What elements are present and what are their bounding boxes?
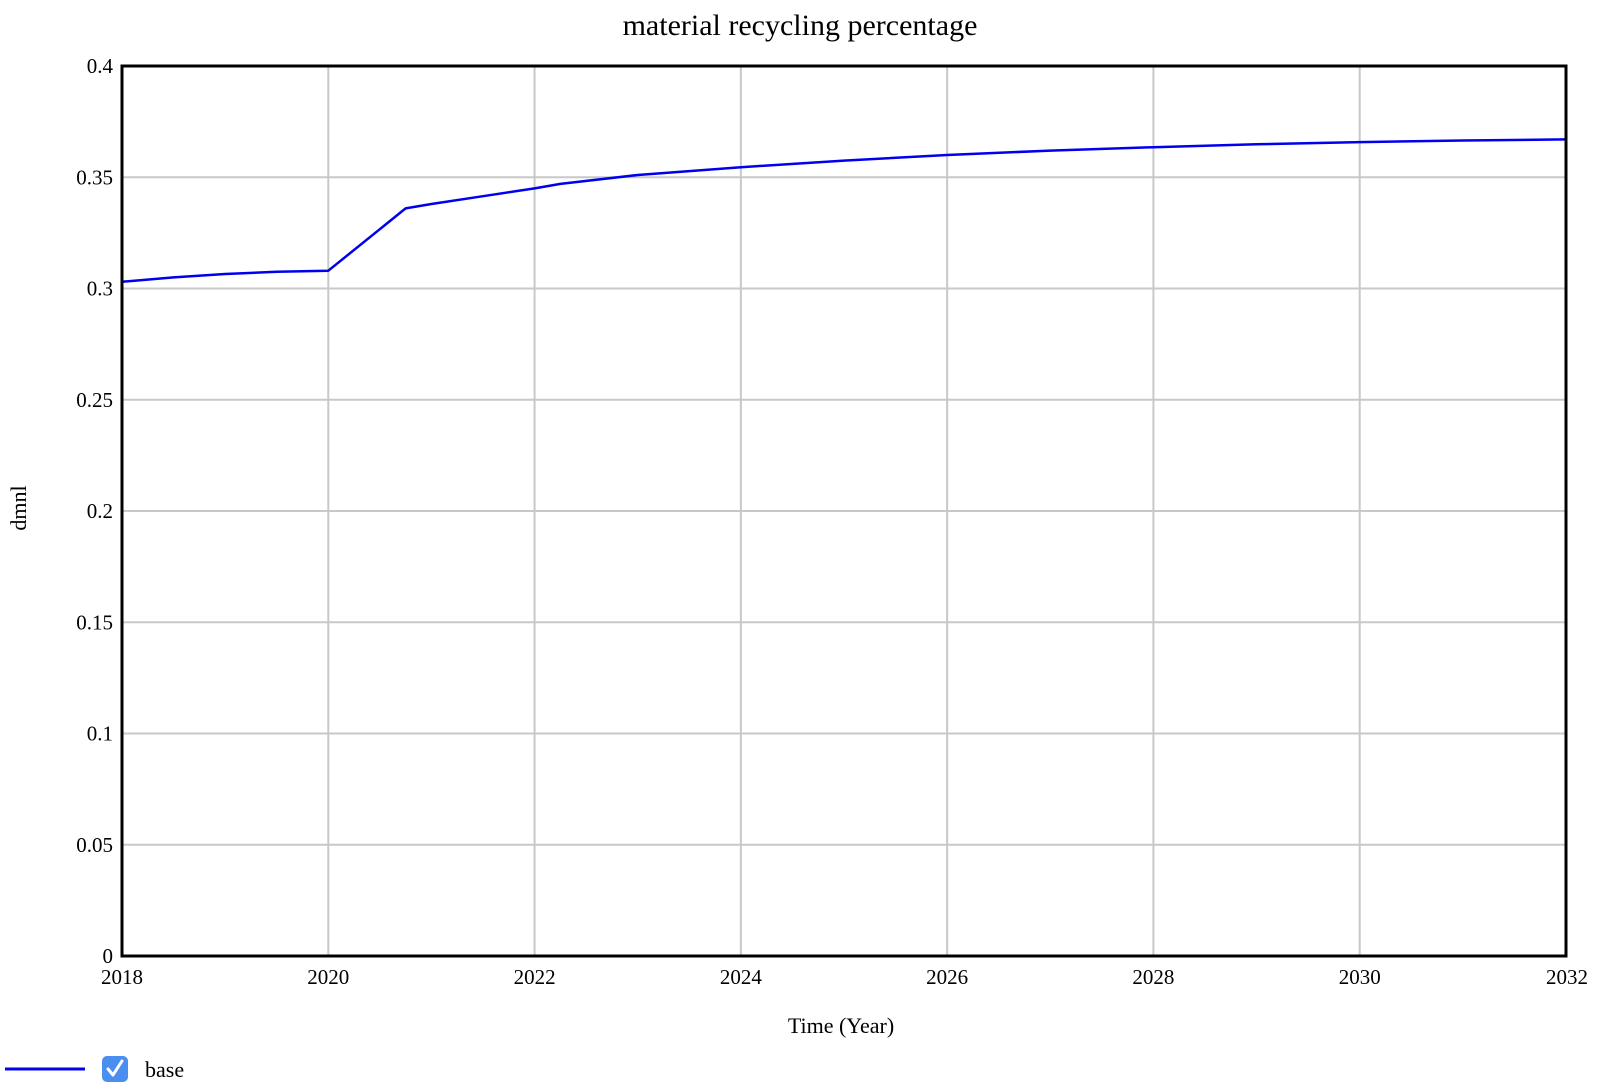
series-line-base [121, 138, 1567, 284]
y-tick-label: 0.4 [87, 54, 114, 78]
y-tick-label: 0.1 [87, 722, 113, 746]
y-tick-label: 0.3 [87, 277, 113, 301]
grid [121, 65, 1567, 957]
y-axis-ticks: 0 0.05 0.1 0.15 0.2 0.25 0.3 0.35 0.4 [76, 54, 113, 968]
x-tick-label: 2018 [101, 965, 143, 989]
x-tick-label: 2028 [1132, 965, 1174, 989]
y-tick-label: 0.15 [76, 610, 113, 634]
x-axis-label: Time (Year) [788, 1013, 894, 1038]
legend-label-base: base [145, 1057, 184, 1082]
checkbox-box[interactable] [102, 1056, 128, 1082]
plot-frame [120, 64, 1568, 958]
checkmark-icon [106, 1059, 124, 1077]
y-tick-label: 0 [103, 944, 114, 968]
x-tick-label: 2020 [307, 965, 349, 989]
y-tick-label: 0.25 [76, 388, 113, 412]
legend: base [5, 1056, 184, 1082]
x-tick-label: 2032 [1546, 965, 1588, 989]
x-tick-label: 2030 [1339, 965, 1381, 989]
series-layer [121, 138, 1567, 284]
x-axis-ticks: 2018 2020 2022 2024 2026 2028 2030 2032 [101, 965, 1588, 989]
y-tick-label: 0.35 [76, 165, 113, 189]
y-tick-label: 0.05 [76, 833, 113, 857]
y-axis-label: dmnl [6, 485, 31, 530]
y-tick-label: 0.2 [87, 499, 113, 523]
legend-checkbox-base[interactable] [102, 1056, 128, 1082]
x-tick-label: 2026 [926, 965, 968, 989]
x-tick-label: 2024 [720, 965, 763, 989]
x-tick-label: 2022 [514, 965, 556, 989]
chart-title: material recycling percentage [623, 9, 978, 42]
